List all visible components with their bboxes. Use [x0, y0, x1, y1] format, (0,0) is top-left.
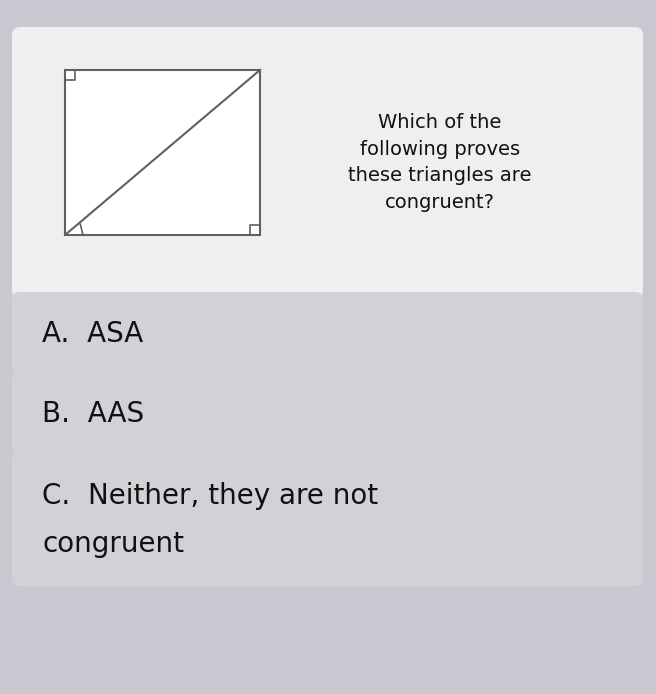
FancyBboxPatch shape: [12, 450, 643, 586]
Text: C.  Neither, they are not: C. Neither, they are not: [42, 482, 378, 510]
Bar: [65, 70, 260, 235]
FancyBboxPatch shape: [12, 27, 643, 298]
Text: Which of the
following proves
these triangles are
congruent?: Which of the following proves these tria…: [348, 113, 532, 212]
Text: A.  ASA: A. ASA: [42, 320, 143, 348]
Text: congruent: congruent: [42, 530, 184, 559]
FancyBboxPatch shape: [12, 292, 643, 376]
FancyBboxPatch shape: [12, 372, 643, 456]
Text: B.  AAS: B. AAS: [42, 400, 144, 428]
